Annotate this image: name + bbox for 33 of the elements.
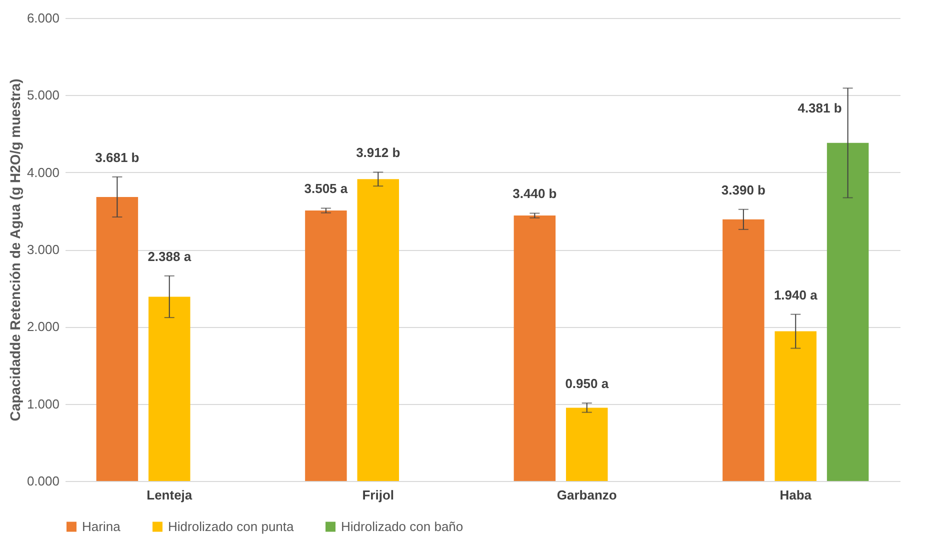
bar [96, 196, 138, 481]
bar [514, 216, 556, 481]
bar [774, 331, 816, 481]
x-tick-label: Frijol [362, 488, 394, 502]
legend-label: Harina [82, 518, 122, 534]
y-tick-label: 1.000 [26, 396, 60, 412]
y-tick-label: 4.000 [26, 164, 60, 180]
bar [305, 210, 347, 481]
data-label: 3.681 b [95, 150, 140, 165]
bar [566, 408, 608, 481]
data-label: 2.388 a [148, 248, 192, 264]
data-label: 0.950 a [565, 376, 610, 392]
legend-label: Hidrolizado con punta [168, 518, 295, 534]
data-label: 3.390 b [721, 182, 766, 198]
legend-label: Hidrolizado con baño [341, 518, 464, 534]
x-tick-label: Garbanzo [556, 488, 617, 502]
x-tick-label: Lenteja [146, 488, 193, 502]
data-label: 3.912 b [356, 145, 400, 160]
data-label: 1.940 a [774, 287, 818, 302]
bar [826, 142, 869, 481]
y-axis-title: Capacidadde Retención de Agua (g H2O/g muestra) [6, 78, 23, 422]
bar [148, 296, 190, 481]
y-tick-label: 2.000 [26, 319, 60, 334]
y-tick-label: 6.000 [26, 10, 60, 26]
bar [722, 219, 764, 481]
y-tick-label: 3.000 [26, 242, 60, 257]
data-label: 3.440 b [512, 186, 557, 202]
y-tick-label: 0.000 [26, 474, 60, 488]
y-tick-label: 5.000 [26, 88, 60, 103]
data-label: 4.381 b [798, 100, 842, 116]
bar [357, 179, 399, 481]
x-tick-label: Haba [780, 488, 812, 502]
data-label: 3.505 a [304, 181, 348, 196]
